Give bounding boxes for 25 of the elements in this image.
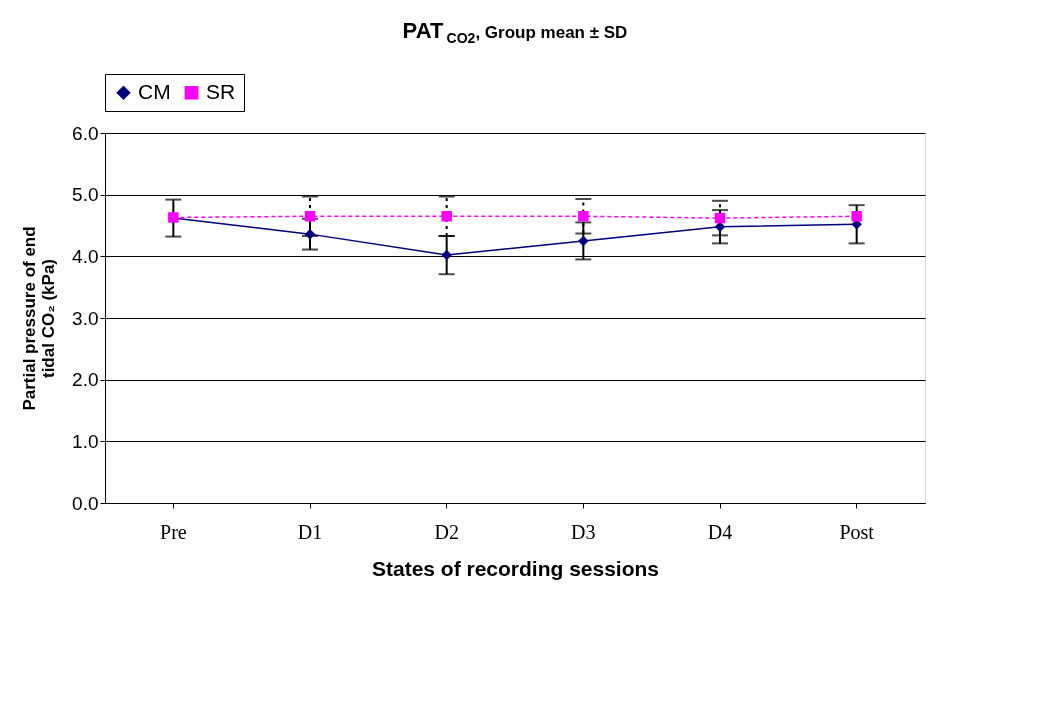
y-tick-label: 1.0 [72, 430, 99, 452]
point [441, 249, 452, 261]
point [304, 228, 316, 240]
y-tick-label: 5.0 [72, 184, 99, 206]
point [851, 211, 862, 222]
x-tick-label: D2 [434, 520, 459, 543]
y-tick-label: 2.0 [72, 369, 99, 391]
point [714, 212, 726, 224]
point [304, 211, 316, 222]
x-tick-label: D4 [707, 520, 733, 543]
point [578, 235, 589, 247]
x-tick-label: Post [839, 520, 875, 543]
y-tick-label: 6.0 [72, 122, 99, 144]
y-tick-label: 3.0 [72, 307, 99, 329]
y-axis-title: Partial pressure of end tidal CO₂ (kPa) [20, 226, 59, 411]
y-tick-label: 4.0 [72, 245, 99, 267]
legend-label: CM [138, 79, 171, 103]
point [441, 211, 452, 222]
x-tick-label: D1 [297, 520, 323, 543]
x-tick-label: D3 [571, 520, 596, 543]
y-tick-label: 0.0 [72, 492, 99, 514]
point [578, 211, 589, 222]
legend-label: SR [206, 79, 236, 103]
x-axis-title: States of recording sessions [371, 556, 660, 580]
x-tick-label: Pre [160, 520, 187, 543]
